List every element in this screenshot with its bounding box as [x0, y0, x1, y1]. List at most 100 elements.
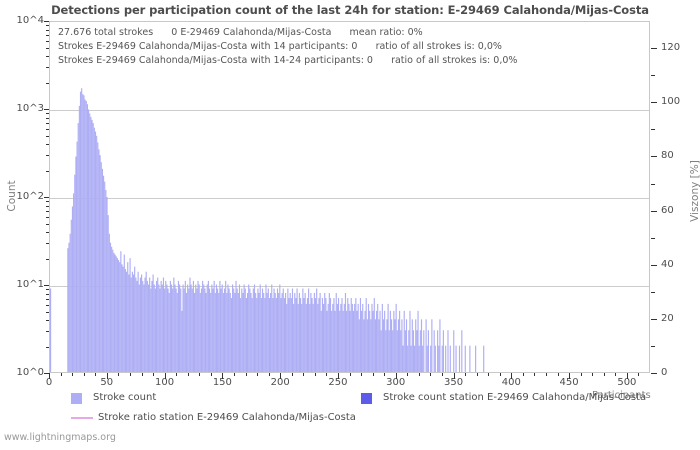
histogram-bar — [455, 345, 457, 372]
histogram-bar — [217, 288, 219, 372]
histogram-bar — [453, 330, 455, 372]
x-tick-minor — [257, 373, 258, 376]
legend-label-stroke-count-station: Stroke count station E-29469 Calahonda/M… — [383, 392, 647, 403]
histogram-bar — [375, 310, 378, 372]
histogram-bar — [420, 319, 423, 372]
histogram-bar — [86, 104, 89, 372]
histogram-bar — [102, 175, 105, 372]
histogram-bar — [267, 288, 269, 372]
y-tick-mark-right — [651, 48, 657, 50]
histogram-bar — [419, 330, 421, 372]
y-tick-label-right: 80 — [661, 150, 674, 162]
histogram-bar — [181, 310, 183, 372]
y-tick-minor-left — [46, 40, 50, 42]
histogram-bar — [367, 303, 370, 372]
histogram-bar — [160, 280, 162, 372]
histogram-bar — [113, 252, 115, 372]
histogram-bar — [222, 292, 224, 372]
histogram-bar — [88, 109, 90, 372]
histogram-bar — [425, 319, 427, 372]
histogram-bar — [197, 280, 199, 372]
histogram-bar — [305, 303, 307, 372]
histogram-bar — [334, 310, 336, 372]
histogram-bar — [387, 303, 389, 372]
histogram-bar — [90, 117, 92, 372]
histogram-bar — [144, 277, 146, 372]
histogram-bar — [242, 292, 244, 372]
y-tick-mark-right — [651, 373, 657, 374]
histogram-bar — [302, 288, 304, 372]
histogram-bar — [416, 330, 418, 372]
plot-area: 27.676 total strokes 0 E-29469 Calahonda… — [49, 21, 650, 373]
histogram-bar — [146, 280, 148, 372]
y-tick-minor-left — [46, 67, 50, 68]
histogram-bar — [431, 319, 433, 372]
histogram-bar — [381, 303, 383, 372]
y-tick-minor-right — [651, 345, 655, 347]
histogram-bar — [129, 258, 131, 372]
y-tick-minor-left — [46, 128, 50, 130]
histogram-bar — [190, 284, 192, 372]
x-tick-label: 500 — [617, 377, 637, 388]
histogram-bar — [101, 168, 103, 372]
histogram-bar — [402, 345, 404, 372]
y-tick-minor-left — [46, 155, 50, 156]
histogram-bar — [264, 298, 266, 372]
histogram-bar — [350, 298, 352, 372]
histogram-bar — [139, 277, 142, 372]
histogram-bar — [132, 274, 135, 372]
histogram-bar — [82, 94, 84, 372]
x-tick-minor — [442, 373, 443, 376]
y-tick-minor-left — [46, 346, 50, 348]
histogram-bar — [112, 249, 114, 372]
x-tick-label: 450 — [559, 377, 579, 388]
histogram-bar — [386, 319, 388, 372]
histogram-bar — [180, 288, 182, 372]
histogram-bar — [392, 330, 394, 372]
histogram-bar — [438, 345, 440, 372]
histogram-bar — [389, 310, 391, 372]
histogram-bar — [430, 345, 432, 372]
histogram-bar — [385, 330, 387, 372]
y-tick-minor-left — [46, 117, 50, 119]
annotation-line-2: Strokes E-29469 Calahonda/Mijas-Costa wi… — [58, 41, 502, 52]
histogram-bar — [175, 288, 177, 372]
histogram-bar — [331, 310, 333, 372]
histogram-bar — [333, 298, 335, 372]
histogram-bar — [366, 319, 368, 372]
histogram-bar — [294, 292, 296, 372]
histogram-bar — [236, 288, 238, 372]
histogram-bar — [427, 330, 429, 372]
x-tick-minor — [314, 373, 316, 376]
histogram-bar — [196, 288, 198, 372]
histogram-bar — [187, 284, 189, 372]
histogram-bar — [240, 298, 242, 372]
x-tick-label: 150 — [212, 377, 232, 388]
histogram-bar — [226, 292, 228, 372]
histogram-bar — [400, 330, 402, 372]
histogram-bar — [434, 345, 436, 372]
histogram-bar — [185, 292, 188, 372]
histogram-bar — [348, 303, 350, 372]
histogram-bar — [445, 345, 447, 372]
histogram-bar — [409, 310, 411, 372]
x-tick-minor — [638, 373, 640, 376]
histogram-bar — [67, 248, 69, 372]
y-tick-mark-left — [44, 197, 50, 198]
histogram-bar — [214, 292, 216, 372]
histogram-bar — [296, 288, 298, 372]
histogram-bar — [284, 292, 287, 372]
histogram-bar — [274, 292, 276, 372]
x-tick-minor — [199, 373, 201, 376]
histogram-bar — [145, 271, 147, 372]
histogram-bar — [329, 298, 332, 372]
x-tick-minor — [83, 373, 85, 376]
histogram-bar — [390, 319, 393, 372]
histogram-bar — [219, 280, 221, 372]
y-tick-minor-left — [46, 232, 50, 233]
histogram-bar — [290, 298, 292, 372]
y-tick-minor-left — [46, 216, 50, 218]
y-tick-minor-left — [46, 320, 50, 321]
histogram-bar — [260, 298, 262, 372]
histogram-bar — [268, 298, 271, 372]
